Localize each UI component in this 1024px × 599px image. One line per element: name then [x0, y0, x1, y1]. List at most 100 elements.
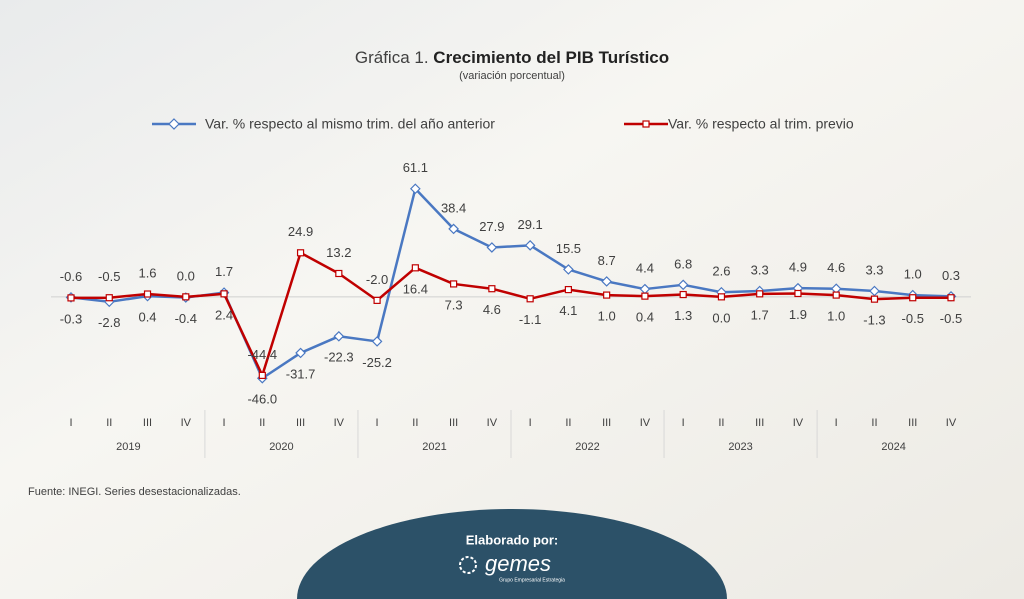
x-tick-label: III: [143, 417, 152, 429]
title-prefix: Gráfica 1.: [355, 48, 429, 67]
data-label: 4.9: [789, 260, 807, 275]
x-tick-label: IV: [334, 417, 345, 429]
point-marker: [67, 294, 75, 302]
point-marker: [373, 296, 381, 304]
data-label: 0.0: [712, 310, 730, 325]
data-label: 6.8: [674, 256, 692, 271]
point-marker: [832, 291, 840, 299]
x-group-label: 2021: [422, 441, 446, 453]
legend-label: Var. % respecto al mismo trim. del año a…: [205, 116, 495, 132]
data-label: 1.7: [215, 264, 233, 279]
footer-tagline: Grupo Empresarial Estrategia: [499, 577, 565, 583]
series-line: [70, 251, 951, 377]
data-label: 2.6: [712, 264, 730, 279]
data-label: 3.3: [751, 262, 769, 277]
data-label: -0.6: [60, 269, 82, 284]
data-label: -44.4: [247, 347, 277, 362]
data-label: 4.4: [636, 260, 654, 275]
data-label: -0.5: [98, 269, 120, 284]
point-marker: [143, 290, 152, 298]
data-label: 13.2: [326, 245, 351, 260]
data-label: 4.6: [827, 260, 845, 275]
chart-title: Gráfica 1. Crecimiento del PIB Turístico: [355, 48, 669, 67]
data-label: -2.0: [366, 272, 388, 287]
point-marker: [717, 293, 726, 301]
x-tick-label: II: [871, 417, 877, 429]
data-label: 16.4: [403, 281, 428, 296]
x-tick-label: I: [223, 417, 226, 429]
data-label: 1.7: [751, 307, 769, 322]
data-label: 61.1: [403, 160, 428, 175]
footer-logo: gemes: [485, 551, 551, 576]
data-label: 0.4: [138, 310, 156, 325]
title-main: Crecimiento del PIB Turístico: [433, 48, 669, 67]
point-marker: [947, 294, 955, 302]
data-label: 0.4: [636, 310, 654, 325]
data-label: 4.1: [559, 303, 577, 318]
point-marker: [486, 242, 498, 253]
point-marker: [677, 279, 689, 291]
x-tick-label: IV: [946, 417, 957, 429]
point-marker: [641, 292, 649, 300]
legend-marker: [642, 120, 650, 128]
point-marker: [295, 347, 306, 359]
data-label: -2.8: [98, 315, 120, 330]
chart-subtitle: (variación porcentual): [459, 70, 565, 82]
x-group-label: 2024: [881, 441, 905, 453]
data-label: -22.3: [324, 350, 354, 365]
data-label: 38.4: [441, 200, 466, 215]
point-marker: [409, 183, 421, 195]
data-label: -46.0: [247, 392, 277, 407]
data-label: -0.5: [902, 311, 924, 326]
point-marker: [601, 276, 613, 287]
data-label: 8.7: [598, 253, 616, 268]
point-marker: [411, 264, 419, 272]
x-tick-label: I: [529, 417, 532, 429]
data-label: 0.3: [942, 268, 960, 283]
point-marker: [450, 280, 458, 288]
data-label: 27.9: [479, 219, 504, 234]
point-marker: [182, 293, 190, 301]
x-tick-label: II: [718, 417, 724, 429]
point-marker: [448, 223, 459, 235]
point-marker: [870, 295, 879, 303]
data-label: -0.3: [60, 311, 82, 326]
point-marker: [335, 269, 343, 278]
data-label: 2.4: [215, 307, 233, 322]
data-label: -31.7: [286, 366, 316, 381]
x-tick-label: IV: [181, 417, 192, 429]
x-tick-label: III: [908, 417, 917, 429]
data-label: 7.3: [445, 297, 463, 312]
point-marker: [563, 264, 574, 275]
x-group-label: 2020: [269, 441, 293, 453]
x-group-label: 2023: [728, 441, 752, 453]
x-tick-label: I: [69, 417, 72, 429]
point-marker: [296, 249, 305, 257]
data-label: -1.1: [519, 312, 541, 327]
x-tick-label: II: [412, 417, 418, 429]
point-marker: [603, 291, 611, 299]
footer-label: Elaborado por:: [466, 532, 558, 547]
x-tick-label: I: [835, 417, 838, 429]
point-marker: [105, 294, 113, 302]
x-tick-label: III: [296, 417, 305, 429]
point-marker: [869, 285, 880, 297]
footer-badge: [297, 509, 727, 599]
x-group-label: 2022: [575, 441, 599, 453]
x-tick-label: III: [755, 417, 764, 429]
x-tick-label: II: [106, 417, 112, 429]
x-tick-label: I: [682, 417, 685, 429]
data-label: 1.9: [789, 307, 807, 322]
x-tick-label: I: [376, 417, 379, 429]
x-group-label: 2019: [116, 441, 140, 453]
x-tick-label: II: [259, 417, 265, 429]
point-marker: [333, 330, 345, 342]
legend-label: Var. % respecto al trim. previo: [668, 116, 854, 132]
data-label: 15.5: [556, 241, 581, 256]
data-label: 29.1: [517, 217, 542, 232]
point-marker: [564, 285, 572, 294]
x-tick-label: IV: [793, 417, 804, 429]
data-label: -1.3: [863, 313, 885, 328]
point-marker: [909, 294, 917, 302]
